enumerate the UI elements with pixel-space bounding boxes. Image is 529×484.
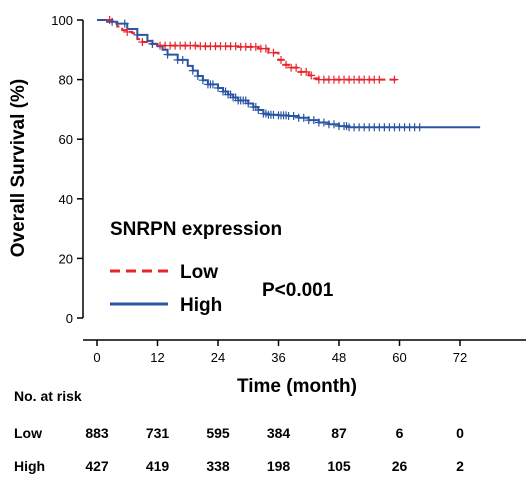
risk-count: 883 [85, 425, 109, 441]
risk-count: 198 [266, 458, 291, 474]
censor-mark-low [123, 27, 132, 36]
risk-count: 595 [206, 425, 230, 441]
censor-mark-high [299, 113, 308, 122]
y-tick-label: 0 [66, 311, 73, 326]
censor-mark-high [329, 120, 338, 129]
censor-mark-low [375, 75, 384, 84]
x-tick-label: 24 [211, 350, 225, 365]
censor-mark-low [292, 63, 301, 72]
x-tick-label: 72 [453, 350, 467, 365]
censor-mark-low [261, 44, 270, 53]
risk-count: 87 [331, 425, 347, 441]
censor-mark-low [282, 60, 291, 69]
censor-mark-high [214, 83, 222, 92]
censor-mark-low [390, 75, 399, 84]
risk-count: 105 [327, 458, 351, 474]
censor-mark-high [198, 76, 207, 85]
risk-count: 2 [456, 458, 464, 474]
censor-mark-high [254, 105, 263, 114]
risk-count: 6 [395, 425, 404, 441]
y-tick-label: 60 [59, 132, 73, 147]
censor-mark-low [138, 38, 147, 47]
p-value: P<0.001 [262, 280, 334, 301]
censor-mark-high [178, 55, 187, 64]
censor-mark-high [193, 72, 202, 81]
censor-mark-high [133, 30, 142, 39]
y-tick-label: 100 [51, 13, 73, 28]
censor-mark-high [188, 66, 197, 75]
censor-mark-low [269, 48, 278, 57]
y-tick-label: 20 [59, 251, 73, 266]
x-tick-label: 12 [150, 350, 164, 365]
legend-title: SNRPN expression [110, 219, 282, 240]
censor-mark-low [251, 42, 260, 51]
risk-count: 384 [266, 425, 291, 441]
risk-table-title: No. at risk [14, 388, 82, 404]
censor-mark-low [307, 71, 316, 80]
censor-marks [105, 16, 424, 132]
legend-label-low: Low [180, 262, 218, 283]
legend-label-high: High [180, 295, 222, 316]
risk-count: 731 [145, 425, 170, 441]
risk-row-label: High [14, 458, 46, 474]
censor-mark-high [289, 111, 298, 120]
censor-mark-low [302, 67, 311, 76]
risk-count: 338 [206, 458, 230, 474]
x-tick-label: 48 [332, 350, 346, 365]
censor-mark-high [148, 39, 157, 48]
censor-mark-high [415, 123, 424, 132]
curves [97, 19, 481, 129]
x-axis-title: Time (month) [237, 376, 357, 397]
censor-mark-high [163, 50, 172, 59]
risk-count: 427 [85, 458, 109, 474]
censor-mark-high [309, 116, 318, 125]
y-tick-label: 40 [59, 192, 73, 207]
censor-mark-high [120, 19, 129, 28]
censor-mark-high [319, 118, 328, 127]
risk-row-label: Low [14, 425, 42, 441]
risk-count: 0 [456, 425, 464, 441]
x-tick-label: 36 [271, 350, 285, 365]
censor-mark-high [244, 99, 253, 108]
censor-mark-high [208, 80, 217, 89]
censor-mark-high [108, 17, 117, 26]
risk-count: 419 [145, 458, 170, 474]
series-line-low [97, 19, 400, 81]
x-tick-label: 60 [392, 350, 406, 365]
risk-count: 26 [391, 458, 408, 474]
ticks: 0 20 40 60 80 100 0 12 24 36 48 60 72 [51, 13, 467, 365]
y-axis-title: Overall Survival (%) [8, 79, 29, 257]
series-line-high [97, 19, 481, 129]
y-tick-label: 80 [59, 73, 73, 88]
x-tick-label: 0 [93, 350, 100, 365]
censor-mark-low [277, 55, 286, 64]
